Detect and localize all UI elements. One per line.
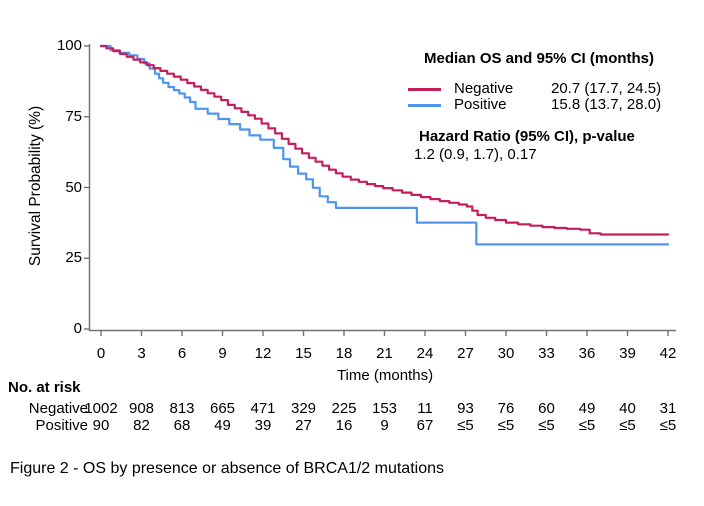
risk-cell: 153 bbox=[371, 400, 398, 417]
risk-cell: 665 bbox=[209, 400, 236, 417]
risk-cell: ≤5 bbox=[457, 417, 474, 434]
risk-cell: 9 bbox=[380, 417, 389, 434]
y-tick-label: 50 bbox=[65, 178, 82, 196]
risk-cell: 813 bbox=[169, 400, 195, 417]
x-tick-label: 36 bbox=[578, 345, 596, 362]
risk-cell: 1002 bbox=[84, 400, 118, 417]
risk-cell: 49 bbox=[214, 417, 231, 434]
legend: Median OS and 95% CI (months) Negative 20… bbox=[398, 50, 680, 163]
risk-row-label-positive: Positive bbox=[35, 417, 88, 434]
x-tick-label: 6 bbox=[177, 345, 187, 362]
x-tick-label: 39 bbox=[619, 345, 636, 362]
negative-line-swatch bbox=[408, 87, 441, 91]
x-tick-label: 12 bbox=[254, 345, 272, 362]
y-tick-label: 75 bbox=[65, 107, 82, 125]
x-tick-label: 27 bbox=[457, 345, 474, 362]
risk-cell: 27 bbox=[295, 417, 312, 434]
risk-cell: ≤5 bbox=[497, 417, 515, 434]
x-axis-title: Time (months) bbox=[336, 367, 434, 384]
risk-cell: 16 bbox=[335, 417, 353, 434]
positive-curve bbox=[99, 44, 670, 246]
y-tick-label: 0 bbox=[73, 320, 82, 337]
legend-title: Median OS and 95% CI (months) bbox=[423, 50, 655, 67]
risk-cell: 40 bbox=[619, 400, 636, 417]
legend-row-positive: Positive 15.8 (13.7, 28.0) bbox=[398, 97, 680, 113]
legend-median-value: 15.8 (13.7, 28.0) bbox=[551, 96, 662, 113]
legend-label: Positive bbox=[454, 96, 507, 113]
risk-cell: 49 bbox=[578, 400, 596, 417]
x-tick-label: 15 bbox=[295, 345, 312, 362]
risk-cell: 90 bbox=[92, 417, 110, 434]
risk-cell: ≤5 bbox=[659, 417, 677, 434]
figure-caption: Figure 2 - OS by presence or absence of … bbox=[10, 460, 444, 477]
y-tick-label: 100 bbox=[56, 37, 82, 54]
x-tick-label: 30 bbox=[497, 345, 515, 362]
x-tick-label: 33 bbox=[538, 345, 555, 362]
risk-cell: 67 bbox=[416, 417, 434, 434]
risk-cell: 82 bbox=[133, 417, 150, 434]
x-tick-label: 42 bbox=[659, 345, 677, 362]
risk-cell: 39 bbox=[254, 417, 272, 434]
survival-curves bbox=[99, 44, 670, 246]
x-tick-label: 18 bbox=[335, 345, 353, 362]
risk-table-title: No. at risk bbox=[8, 379, 81, 396]
risk-cell: 93 bbox=[457, 400, 474, 417]
x-tick-label: 3 bbox=[137, 345, 146, 362]
x-tick-label: 21 bbox=[376, 345, 393, 362]
risk-cell: 31 bbox=[659, 400, 677, 417]
legend-rows: Negative 20.7 (17.7, 24.5) Positive 15.8 (1… bbox=[398, 81, 680, 113]
risk-row-label-negative: Negative bbox=[28, 400, 88, 417]
risk-cell: 60 bbox=[538, 400, 555, 417]
negative-curve bbox=[99, 44, 670, 236]
risk-cell: 225 bbox=[331, 400, 357, 417]
hazard-ratio-title: Hazard Ratio (95% CI), p-value bbox=[419, 128, 635, 145]
km-survival-plot bbox=[84, 44, 676, 336]
risk-cell: ≤5 bbox=[538, 417, 555, 434]
x-tick-label: 9 bbox=[218, 345, 227, 362]
risk-cell: 76 bbox=[497, 400, 515, 417]
x-tick-label: 24 bbox=[416, 345, 434, 362]
legend-row-negative: Negative 20.7 (17.7, 24.5) bbox=[398, 81, 680, 97]
risk-cell: 68 bbox=[173, 417, 191, 434]
risk-cell: ≤5 bbox=[619, 417, 636, 434]
x-tick-label: 0 bbox=[96, 345, 106, 362]
risk-cell: 11 bbox=[417, 400, 433, 417]
risk-cell: 329 bbox=[290, 400, 317, 417]
hazard-ratio-value: 1.2 (0.9, 1.7), 0.17 bbox=[414, 146, 537, 163]
legend-median-value: 20.7 (17.7, 24.5) bbox=[551, 80, 662, 97]
positive-line-swatch bbox=[408, 103, 441, 107]
risk-cell: 471 bbox=[250, 400, 276, 417]
risk-cell: 908 bbox=[128, 400, 155, 417]
axes bbox=[84, 44, 676, 336]
y-tick-label: 25 bbox=[65, 249, 82, 267]
risk-cell: ≤5 bbox=[578, 417, 596, 434]
legend-label: Negative bbox=[454, 80, 514, 97]
